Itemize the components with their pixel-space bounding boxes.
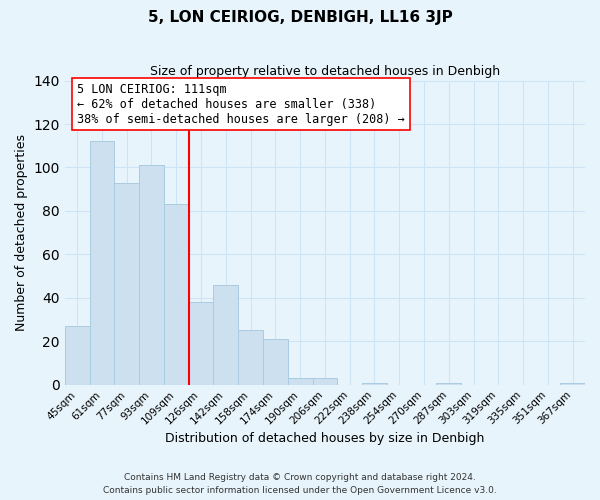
Bar <box>263 339 288 384</box>
Bar <box>89 142 115 384</box>
Bar <box>188 302 214 384</box>
Bar <box>436 382 461 384</box>
Text: 5, LON CEIRIOG, DENBIGH, LL16 3JP: 5, LON CEIRIOG, DENBIGH, LL16 3JP <box>148 10 452 25</box>
Bar <box>115 182 139 384</box>
Text: 5 LON CEIRIOG: 111sqm
← 62% of detached houses are smaller (338)
38% of semi-det: 5 LON CEIRIOG: 111sqm ← 62% of detached … <box>77 82 405 126</box>
Bar <box>560 382 585 384</box>
X-axis label: Distribution of detached houses by size in Denbigh: Distribution of detached houses by size … <box>165 432 485 445</box>
Title: Size of property relative to detached houses in Denbigh: Size of property relative to detached ho… <box>150 65 500 78</box>
Y-axis label: Number of detached properties: Number of detached properties <box>15 134 28 331</box>
Bar <box>65 326 89 384</box>
Bar <box>238 330 263 384</box>
Bar <box>139 166 164 384</box>
Bar <box>214 285 238 384</box>
Text: Contains HM Land Registry data © Crown copyright and database right 2024.
Contai: Contains HM Land Registry data © Crown c… <box>103 473 497 495</box>
Bar <box>164 204 188 384</box>
Bar <box>362 382 387 384</box>
Bar <box>288 378 313 384</box>
Bar <box>313 378 337 384</box>
